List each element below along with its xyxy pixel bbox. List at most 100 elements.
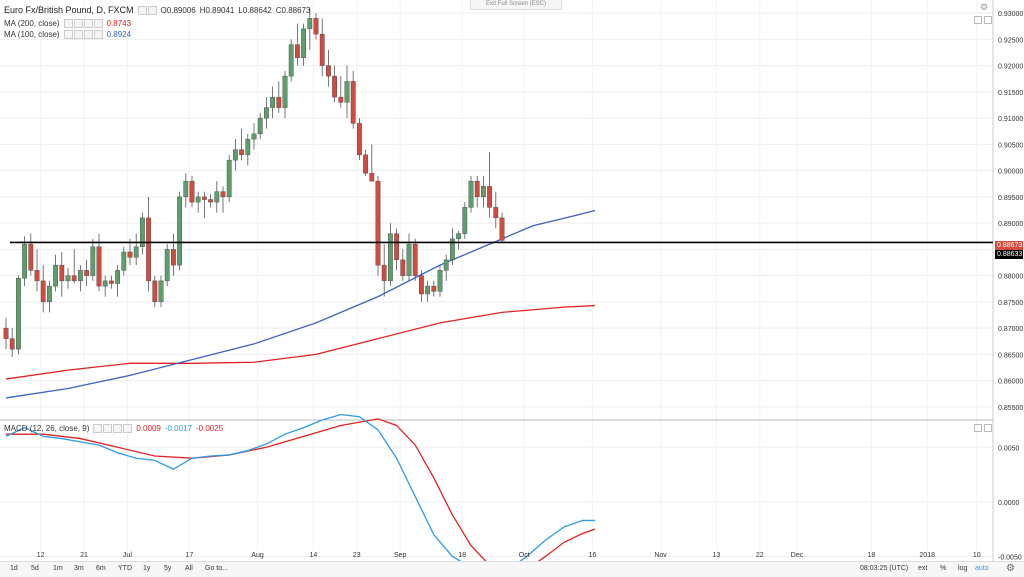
time-tick-label: 2018 <box>919 552 935 559</box>
log-button[interactable]: log <box>958 565 968 572</box>
candle-down <box>338 96 344 103</box>
candle-down <box>369 173 375 182</box>
timeframe-ytd[interactable]: YTD <box>118 565 132 572</box>
candle-down <box>71 275 77 282</box>
candle-up <box>158 280 164 303</box>
timeframe-all[interactable]: All <box>185 565 193 572</box>
candle-down <box>332 75 337 98</box>
time-tick-label: 17 <box>186 552 194 559</box>
ma200-settings-icons[interactable] <box>63 19 103 28</box>
macd-hist-value: 0.0009 <box>136 424 161 433</box>
candle-up <box>388 233 393 282</box>
candle-up <box>425 285 430 295</box>
candle-up <box>450 238 455 261</box>
candlestick-series <box>3 7 505 357</box>
macd-label: MACD (12, 26, close, 9) <box>4 424 90 433</box>
price-tick-label: 0.89500 <box>998 195 1023 202</box>
candle-up <box>214 191 220 203</box>
candle-down <box>108 280 114 284</box>
timeframe-1m[interactable]: 1m <box>53 565 63 572</box>
settings-gear-icon[interactable]: ⚙ <box>980 2 989 12</box>
candle-up <box>121 251 127 271</box>
macd-signal-line <box>6 418 596 561</box>
chart-canvas[interactable]: 0.85500 0.86000 0.86500 0.87000 0.87500 0.880… <box>0 0 1024 561</box>
candle-down <box>152 280 158 303</box>
time-tick-label: 18 <box>868 552 876 559</box>
candle-down <box>170 249 176 266</box>
macd-tick-label: 0.0000 <box>998 500 1020 507</box>
ma200-label: MA (200, close) <box>4 19 60 28</box>
candle-down <box>350 81 356 124</box>
candle-up <box>53 264 59 287</box>
candle-up <box>232 149 238 161</box>
candle-down <box>239 149 244 156</box>
candle-up <box>16 278 21 350</box>
price-tick-label: 0.90000 <box>998 169 1023 176</box>
candle-down <box>220 191 226 198</box>
time-tick-label: 18 <box>458 552 466 559</box>
candle-down <box>412 243 418 276</box>
time-tick-label: Jul <box>123 552 132 559</box>
goto-date-button[interactable]: Go to... <box>205 565 228 572</box>
price-axis-labels: 0.85500 0.86000 0.86500 0.87000 0.87500 0.880… <box>998 11 1023 412</box>
candle-down <box>276 96 282 108</box>
ma100-label: MA (100, close) <box>4 30 60 39</box>
time-tick-label: Nov <box>654 552 667 559</box>
price-tick-label: 0.93000 <box>998 11 1023 18</box>
candle-up <box>481 186 486 198</box>
candle-up <box>139 217 145 247</box>
price-tick-label: 0.92500 <box>998 37 1023 44</box>
ma100-legend: MA (100, close) 0.8924 <box>4 30 131 39</box>
symbol-legend-icons[interactable] <box>137 5 157 15</box>
symbol-title: Euro Fx/British Pound, D, FXCM <box>4 5 134 15</box>
auto-button[interactable]: auto <box>975 565 989 572</box>
ma200-value: 0.8743 <box>106 19 132 28</box>
candle-down <box>208 199 213 203</box>
macd-gridlines <box>0 446 993 557</box>
timeframe-3m[interactable]: 3m <box>74 565 84 572</box>
candle-down <box>3 327 9 339</box>
time-tick-label: 12 <box>37 552 45 559</box>
percent-button[interactable]: % <box>940 565 947 572</box>
candle-up <box>301 28 306 58</box>
scale-settings-gear-icon[interactable]: ⚙ <box>1006 563 1015 574</box>
ext-button[interactable]: ext <box>918 565 928 572</box>
timeframe-5y[interactable]: 5y <box>164 565 172 572</box>
candle-down <box>34 270 40 282</box>
ma100-settings-icons[interactable] <box>63 30 103 39</box>
candle-down <box>146 217 151 282</box>
utc-clock[interactable]: 08:03:25 (UTC) <box>860 565 909 572</box>
candle-down <box>313 18 319 35</box>
candle-down <box>127 251 133 258</box>
candle-up <box>468 180 474 208</box>
timeframe-6m[interactable]: 6m <box>96 565 106 572</box>
price-tick-label: 0.85500 <box>998 405 1023 412</box>
candle-up <box>257 117 263 135</box>
main-pane-controls[interactable] <box>974 16 992 24</box>
candle-down <box>326 65 331 77</box>
exit-fullscreen-button[interactable]: Exit Full Screen (ESC) <box>470 0 562 10</box>
candle-down <box>474 180 480 198</box>
macd-signal-value: -0.0025 <box>195 424 224 433</box>
macd-settings-icons[interactable] <box>93 424 133 433</box>
candle-down <box>381 264 387 282</box>
last-price-tag: 0.88673 <box>995 241 1023 250</box>
macd-pane-controls[interactable] <box>974 424 992 432</box>
candle-up <box>245 138 251 156</box>
ma200-line <box>5 304 596 380</box>
timeframe-1y[interactable]: 1y <box>143 565 151 572</box>
timeframe-1d[interactable]: 1d <box>10 565 18 572</box>
timeframe-5d[interactable]: 5d <box>31 565 39 572</box>
ma100-line <box>5 209 596 399</box>
ohlc-open: O0.89006 <box>160 5 196 15</box>
symbol-legend: Euro Fx/British Pound, D, FXCM O0.89006 … <box>4 5 310 15</box>
candle-down <box>394 233 399 261</box>
price-tick-label: 0.91500 <box>998 90 1023 97</box>
candle-down <box>28 243 34 271</box>
candle-down <box>40 280 46 303</box>
candle-down <box>319 33 325 66</box>
candle-up <box>456 233 461 240</box>
candle-down <box>375 180 381 266</box>
candle-up <box>183 180 189 198</box>
candle-up <box>90 246 96 276</box>
